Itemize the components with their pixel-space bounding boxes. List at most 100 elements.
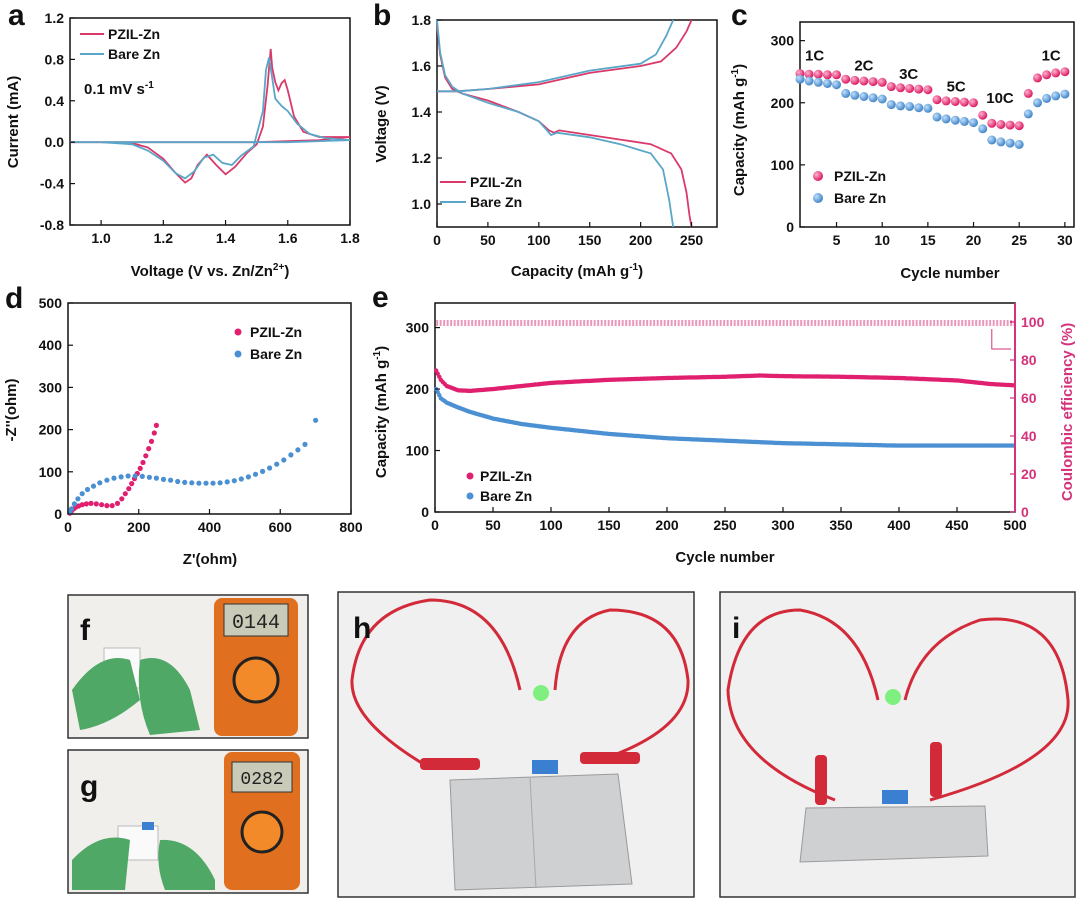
x-tick-label: 20 xyxy=(966,232,982,248)
data-point-pzil-zn xyxy=(804,69,814,79)
data-point-bare-zn xyxy=(90,483,97,489)
panel-b-y-ticks: 1.0 1.2 1.4 1.6 1.8 xyxy=(412,12,442,212)
panel-c-letter: c xyxy=(731,0,748,32)
data-point-pzil-zn xyxy=(932,95,942,105)
y-tick-label: 1.4 xyxy=(412,104,432,120)
data-point-pzil-zn xyxy=(1014,121,1024,131)
data-point-pzil-zn xyxy=(959,97,969,107)
x-tick-label: 200 xyxy=(629,232,653,248)
data-point-bare-zn xyxy=(182,479,188,485)
x-tick-label: 300 xyxy=(771,517,795,533)
x-tick-label: 1.6 xyxy=(278,230,298,246)
y-tick-label: 1.0 xyxy=(412,196,432,212)
data-point-bare-zn xyxy=(189,480,195,486)
photo-h-clip-right xyxy=(580,752,640,764)
panel-b-plot-area xyxy=(436,19,693,228)
y-tick-label: 300 xyxy=(406,320,430,336)
photo-i-wire-right xyxy=(903,617,1070,802)
photo-g-letter: g xyxy=(80,770,98,803)
data-point-bare-zn xyxy=(238,476,244,482)
x-tick-label: 400 xyxy=(887,517,911,533)
legend-label-bare: Bare Zn xyxy=(108,46,160,62)
y-tick-label: 1.8 xyxy=(412,12,432,28)
data-point-bare-zn xyxy=(75,496,81,502)
x-tick-label: 50 xyxy=(485,517,501,533)
data-point-bare-zn xyxy=(886,100,896,110)
data-point-bare-zn xyxy=(288,452,294,458)
panel-b-frame xyxy=(436,19,718,228)
data-point-pzil-zn xyxy=(905,84,915,93)
y-tick-label: 1.2 xyxy=(412,150,432,166)
photo-h-binder-clip xyxy=(532,760,558,774)
data-point-bare-zn xyxy=(302,441,308,447)
legend-marker-bare xyxy=(813,193,823,203)
panel-a-y-ticks: -0.8 -0.4 0.0 0.4 0.8 1.2 xyxy=(40,10,75,233)
photo-h-wire-left xyxy=(350,598,522,767)
data-point-pzil-zn xyxy=(1042,70,1052,80)
series-line-bare-zn xyxy=(436,19,675,228)
data-point-pzil-zn xyxy=(923,85,933,95)
data-point-bare-zn xyxy=(267,465,273,471)
data-point-pzil-zn xyxy=(1023,88,1033,98)
y2-tick-label: 100 xyxy=(1021,314,1045,330)
data-point-bare-zn xyxy=(978,124,988,134)
x-tick-label: 350 xyxy=(829,517,853,533)
photo-i-wire-left xyxy=(726,608,880,802)
data-point-pzil-zn xyxy=(83,501,89,507)
data-point-bare-zn xyxy=(877,94,887,104)
data-point-bare-zn xyxy=(210,480,216,486)
data-point-pzil-zn xyxy=(151,430,157,436)
panel-d-frame xyxy=(67,302,352,515)
data-point-bare-zn xyxy=(313,417,319,423)
data-point-bare-zn xyxy=(260,468,266,474)
y-tick-label: 500 xyxy=(39,295,63,311)
data-point-pzil-zn xyxy=(941,96,951,106)
data-point-pzil-zn xyxy=(93,501,99,507)
y-tick-label: 0 xyxy=(786,219,794,235)
x-tick-label: 500 xyxy=(1003,517,1027,533)
photo-f-dial xyxy=(232,656,280,704)
data-point-bare-zn xyxy=(281,457,287,463)
y2-tick-label: 40 xyxy=(1021,428,1037,444)
y-tick-label: 200 xyxy=(39,422,63,438)
panel-d-letter: d xyxy=(5,282,23,315)
panel-e-x-ticks: 0 50 100 150 200 250 300 350 400 450 500 xyxy=(431,507,1027,533)
photo-h-pouch-cell xyxy=(449,773,633,891)
series-line-bare-zn xyxy=(437,19,675,93)
legend-label-bare: Bare Zn xyxy=(470,194,522,210)
legend-label-bare: Bare Zn xyxy=(250,346,302,362)
y-tick-label: 0.4 xyxy=(45,93,65,109)
x-tick-label: 450 xyxy=(945,517,969,533)
data-point-bare-zn xyxy=(139,473,145,479)
photo-f-glove-left xyxy=(72,658,140,730)
legend-label-pzil: PZIL-Zn xyxy=(480,468,532,484)
photo-i-binder-clip xyxy=(882,790,908,804)
data-point-bare-zn xyxy=(196,480,202,486)
panel-b-x-axis-label: Capacity (mAh g-1) xyxy=(511,262,643,280)
x-tick-label: 1.8 xyxy=(340,230,360,246)
data-point-bare-zn xyxy=(1023,109,1033,119)
y-tick-label: 0.0 xyxy=(45,134,65,150)
data-point-bare-zn xyxy=(125,473,131,479)
legend-label-pzil: PZIL-Zn xyxy=(250,324,302,340)
panel-e-y-axis-label: Capacity (mAh g-1) xyxy=(372,346,390,478)
data-point-pzil-zn xyxy=(119,496,125,502)
data-point-bare-zn xyxy=(132,473,138,479)
panel-d-legend: PZIL-Zn Bare Zn xyxy=(234,324,302,362)
x-tick-label: 200 xyxy=(655,517,679,533)
photo-g-display-reading: 0282 xyxy=(240,770,283,790)
data-point-pzil-zn xyxy=(1005,120,1015,130)
x-tick-label: 25 xyxy=(1011,232,1027,248)
y-tick-label: 1.2 xyxy=(45,10,65,26)
y-tick-label: 0 xyxy=(421,504,429,520)
panel-c-frame xyxy=(799,21,1075,228)
y-tick-label: -0.4 xyxy=(40,176,64,192)
data-point-pzil-zn xyxy=(88,500,94,506)
data-point-bare-zn xyxy=(923,103,933,113)
photo-h-pouch-cell-led: h xyxy=(337,591,695,898)
data-point-bare-zn xyxy=(84,486,91,493)
data-point-pzil-zn xyxy=(850,75,860,85)
data-point-pzil-zn xyxy=(996,120,1006,129)
y2-tick-label: 80 xyxy=(1021,352,1037,368)
